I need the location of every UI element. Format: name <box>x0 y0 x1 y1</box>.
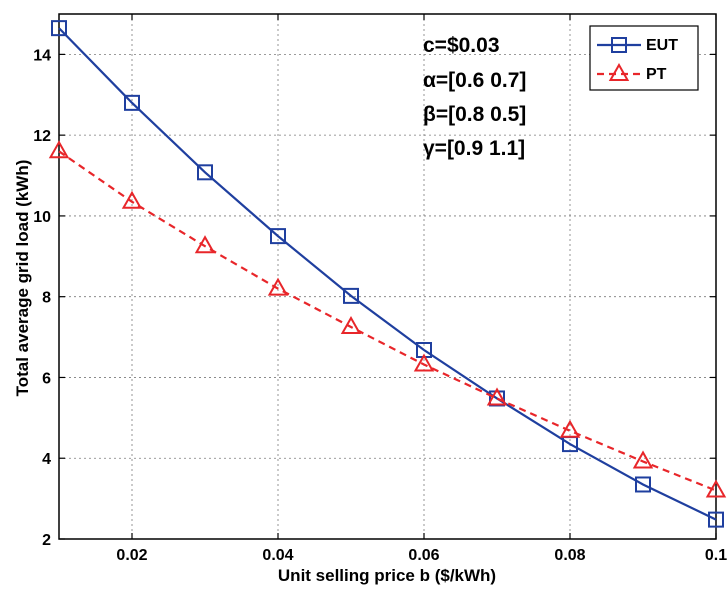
data-point-pt <box>486 387 508 406</box>
annotation-beta: β=[0.8 0.5] <box>423 103 526 126</box>
y-tick-label: 14 <box>33 47 51 64</box>
data-point-pt <box>194 235 216 254</box>
data-point-eut <box>51 20 67 37</box>
annotation-cost: c=$0.03 <box>423 34 500 57</box>
series-eut <box>51 20 724 528</box>
x-tick-label: 0.08 <box>554 547 585 564</box>
data-point-eut <box>197 164 213 181</box>
y-axis-label: Total average grid load (kWh) <box>13 160 32 397</box>
y-tick-label: 6 <box>42 370 51 387</box>
y-tick-label: 8 <box>42 290 51 307</box>
y-tick-label: 12 <box>33 128 51 145</box>
data-point-pt <box>121 190 143 209</box>
x-tick-label: 0.04 <box>262 547 293 564</box>
legend-entries <box>597 37 641 81</box>
annotation-alpha: α=[0.6 0.7] <box>423 69 526 92</box>
series-line-eut <box>58 27 717 521</box>
plot-area-frame <box>58 13 717 540</box>
annotation-block: c=$0.03 α=[0.6 0.7] β=[0.8 0.5] γ=[0.9 1… <box>423 34 526 160</box>
data-point-pt <box>340 315 362 334</box>
axis-ticks: 0.02 0.04 0.06 0.08 0.1 2 4 6 8 10 12 14 <box>33 14 727 564</box>
series-layer <box>48 20 727 528</box>
x-axis-label: Unit selling price b ($/kWh) <box>278 566 496 585</box>
x-tick-label: 0.1 <box>705 547 727 564</box>
data-point-pt <box>413 353 435 372</box>
data-point-pt <box>632 450 654 469</box>
legend: EUT PT <box>589 25 699 91</box>
data-point-pt <box>559 419 581 438</box>
x-tick-label: 0.06 <box>408 547 439 564</box>
x-tick-label: 0.02 <box>116 547 147 564</box>
data-point-eut <box>270 228 286 245</box>
legend-box <box>589 25 699 91</box>
data-point-pt <box>267 277 289 296</box>
legend-marker-eut <box>611 37 627 53</box>
series-pt <box>48 140 727 498</box>
data-point-pt <box>48 140 70 159</box>
legend-marker-pt <box>608 62 630 81</box>
data-point-eut <box>635 476 651 493</box>
data-point-eut <box>708 511 724 528</box>
legend-label-pt: PT <box>646 66 667 83</box>
data-point-eut <box>124 94 140 111</box>
y-tick-label: 2 <box>42 532 51 549</box>
data-point-pt <box>705 479 727 498</box>
legend-label-eut: EUT <box>646 37 678 54</box>
data-point-eut <box>343 287 359 304</box>
y-tick-label: 4 <box>42 451 51 468</box>
y-tick-label: 10 <box>33 209 51 226</box>
annotation-gamma: γ=[0.9 1.1] <box>423 137 525 160</box>
